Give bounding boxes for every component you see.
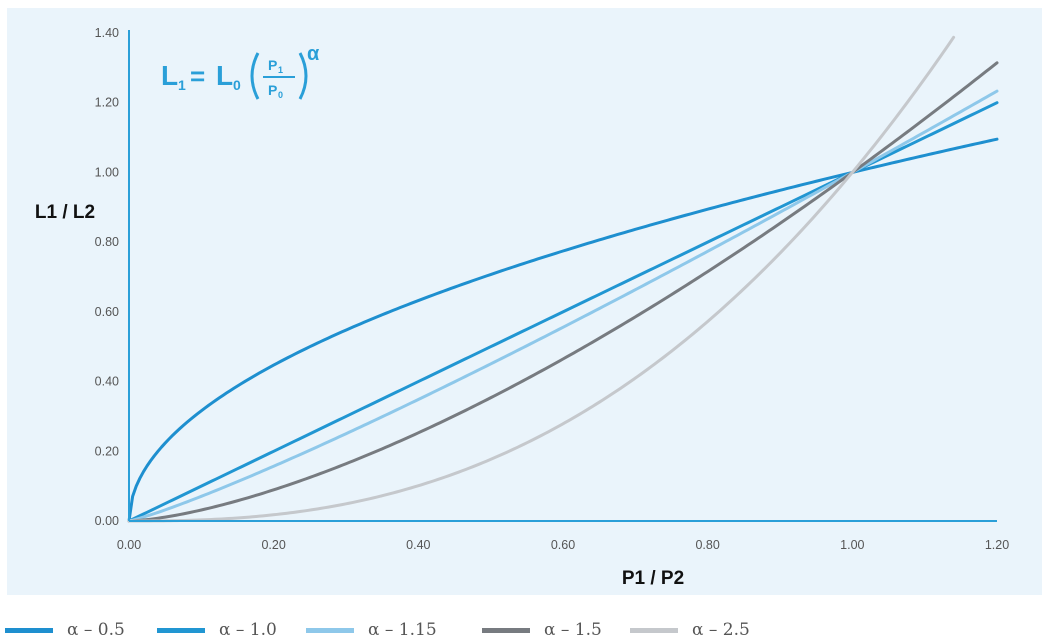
legend-item: α – 2.5: [630, 620, 750, 640]
legend-swatch: [306, 627, 354, 633]
formula-left-paren: [250, 52, 260, 100]
y-tick-label: 1.00: [95, 165, 119, 179]
formula-right-paren: [298, 52, 308, 100]
legend-label: α – 0.5: [67, 620, 125, 640]
x-tick-label: 0.80: [695, 538, 719, 552]
legend-label: α – 1.15: [368, 620, 437, 640]
x-tick-label: 0.20: [261, 538, 285, 552]
formula-rhs-subscript: 0: [233, 77, 241, 93]
legend-item: α – 1.5: [482, 620, 602, 640]
y-axis-label: L1 / L2: [35, 202, 95, 223]
legend-item: α – 0.5: [5, 620, 125, 640]
legend-item: α – 1.0: [157, 620, 277, 640]
x-tick-label: 0.40: [406, 538, 430, 552]
y-tick-label: 0.20: [95, 444, 119, 458]
x-tick-label: 0.00: [117, 538, 141, 552]
legend-swatch: [5, 627, 53, 633]
x-tick-label: 0.60: [551, 538, 575, 552]
x-axis-label: P1 / P2: [622, 568, 684, 589]
series-curves: [127, 35, 999, 523]
formula-annotation: L 1 = L 0P 1P 0α: [161, 43, 320, 100]
legend-swatch: [630, 627, 678, 633]
formula-rhs: L: [216, 60, 233, 91]
formula-lhs: L: [161, 60, 178, 91]
y-tick-label: 1.20: [95, 96, 119, 110]
formula-numerator-subscript: 1: [278, 65, 283, 75]
legend-label: α – 1.5: [544, 620, 602, 640]
formula-denominator-subscript: 0: [278, 90, 283, 100]
y-tick-label: 1.40: [95, 26, 119, 40]
series-line-4: [127, 61, 999, 523]
formula-exponent: α: [307, 43, 320, 65]
formula-denominator: P: [268, 82, 277, 98]
legend-swatch: [482, 627, 530, 633]
x-tick-label: 1.20: [985, 538, 1009, 552]
y-tick-label: 0.00: [95, 514, 119, 528]
axes: [128, 30, 997, 522]
x-tick-label: 1.00: [840, 538, 864, 552]
formula-numerator: P: [268, 57, 277, 73]
legend-swatch: [157, 627, 205, 633]
formula-lhs-subscript: 1: [178, 77, 186, 93]
series-line-1: [127, 137, 999, 523]
legend: α – 0.5 α – 1.0 α – 1.15 α – 1.5 α – 2.5: [0, 614, 1042, 642]
y-tick-label: 0.60: [95, 305, 119, 319]
series-line-5: [127, 35, 956, 523]
y-tick-label: 0.80: [95, 235, 119, 249]
formula-equals: =: [190, 61, 205, 91]
line-chart: L 1 = L 0P 1P 0α 0.00 0.20 0.40 0.60 0.80 1.00 1.200…: [35, 26, 1010, 589]
tick-labels: 0.00 0.20 0.40 0.60 0.80 1.00 1.20 0.00 0.20 0.40…: [95, 26, 1010, 552]
legend-item: α – 1.15: [306, 620, 437, 640]
y-tick-label: 0.40: [95, 375, 119, 389]
legend-label: α – 2.5: [692, 620, 750, 640]
legend-label: α – 1.0: [219, 620, 277, 640]
